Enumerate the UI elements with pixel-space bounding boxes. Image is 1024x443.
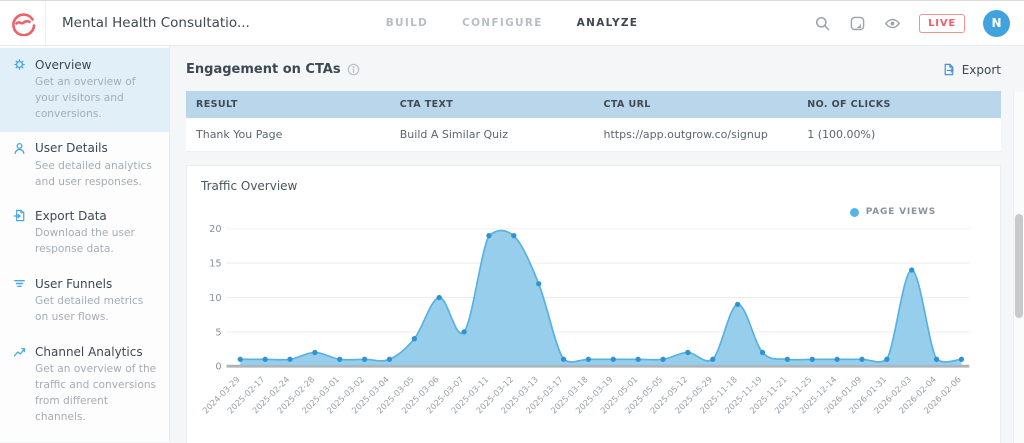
sidebar-item-description: Get detailed metrics on user flows.: [35, 295, 144, 324]
tab-build[interactable]: BUILD: [385, 17, 429, 29]
scrollbar-thumb[interactable]: [1015, 214, 1023, 318]
sidebar-item-label: Overview: [35, 57, 92, 72]
document-export-icon: [13, 210, 25, 222]
top-navigation: BUILD CONFIGURE ANALYZE: [386, 17, 639, 29]
cell-clicks: 1 (100.00%): [797, 118, 1001, 152]
user-icon: [14, 142, 25, 154]
chart-legend: PAGE VIEWS: [201, 207, 936, 217]
sidebar-item-overview[interactable]: Overview Get an overview of your visitor…: [0, 48, 169, 132]
sidebar-item-user-details[interactable]: User Details See detailed analytics and …: [0, 132, 169, 200]
svg-text:10: 10: [209, 293, 221, 304]
line-chart-icon: [13, 347, 26, 357]
export-button-label: Export: [961, 62, 1001, 77]
gear-icon: [14, 59, 25, 70]
export-icon: [944, 63, 954, 76]
cta-engagement-table: RESULT CTA TEXT CTA URL NO. OF CLICKS Th…: [186, 91, 1001, 152]
export-button[interactable]: Export: [941, 62, 1001, 77]
svg-text:0: 0: [215, 362, 221, 373]
topbar: Mental Health Consultatio... BUILD CONFI…: [0, 0, 1024, 46]
svg-text:20: 20: [209, 224, 221, 235]
sidebar-item-channel-analytics[interactable]: Channel Analytics Get an overview of the…: [0, 335, 169, 435]
legend-dot-page-views: [849, 207, 859, 217]
chart-title: Traffic Overview: [201, 179, 298, 193]
layout-icon[interactable]: [849, 15, 866, 32]
cell-cta-url: https://app.outgrow.co/signup: [593, 118, 798, 152]
avatar[interactable]: N: [983, 9, 1010, 37]
sidebar-item-label: User Details: [35, 141, 108, 156]
table-header-row: RESULT CTA TEXT CTA URL NO. OF CLICKS: [186, 91, 1001, 118]
traffic-overview-card: Traffic Overview PAGE VIEWS 0 5 10 15 20 2024…: [186, 165, 1001, 443]
column-header-cta-text[interactable]: CTA TEXT: [389, 91, 594, 118]
tab-configure[interactable]: CONFIGURE: [462, 17, 543, 29]
sidebar-item-description: Get an overview of your visitors and con…: [35, 76, 136, 120]
svg-text:5: 5: [215, 327, 221, 338]
cell-result: Thank You Page: [186, 118, 390, 152]
sidebar-item-description: Download the user response data.: [35, 227, 135, 256]
sidebar-item-user-funnels[interactable]: User Funnels Get detailed metrics on use…: [0, 267, 169, 335]
sidebar-item-label: Channel Analytics: [35, 344, 143, 359]
vertical-scrollbar[interactable]: [1013, 92, 1024, 443]
outgrow-logo-icon: [11, 13, 35, 36]
live-badge[interactable]: LIVE: [919, 13, 965, 33]
eye-preview-icon[interactable]: [884, 15, 901, 32]
info-icon[interactable]: [347, 63, 360, 76]
traffic-overview-chart[interactable]: 051015202024-03-292025-02-172025-02-2420…: [201, 219, 986, 437]
sidebar-item-description: See detailed analytics and user response…: [35, 159, 152, 188]
legend-label: PAGE VIEWS: [865, 207, 936, 217]
svg-text:15: 15: [209, 259, 221, 270]
funnel-icon: [14, 280, 25, 288]
column-header-no-of-clicks[interactable]: NO. OF CLICKS: [797, 91, 1001, 118]
topbar-actions: LIVE N: [814, 9, 1010, 37]
cell-cta-text: Build A Similar Quiz: [389, 118, 594, 152]
sidebar-item-export-data[interactable]: Export Data Download the user response d…: [0, 199, 169, 267]
column-header-result[interactable]: RESULT: [186, 91, 390, 118]
sidebar-item-label: User Funnels: [35, 276, 113, 291]
sidebar: Overview Get an overview of your visitor…: [0, 46, 170, 442]
column-header-cta-url[interactable]: CTA URL: [593, 91, 798, 118]
sidebar-item-label: Export Data: [35, 208, 107, 223]
content-title: Mental Health Consultatio...: [62, 15, 250, 31]
tab-analyze[interactable]: ANALYZE: [576, 17, 639, 29]
sidebar-item-description: Get an overview of the traffic and conve…: [35, 363, 157, 423]
sidebar-item-compare[interactable]: Compare Compare results gathered on Outg…: [0, 435, 169, 443]
page-title: Engagement on CTAs: [186, 62, 341, 77]
app-logo[interactable]: [0, 1, 46, 45]
section-title-row: Engagement on CTAs: [186, 62, 360, 77]
search-icon[interactable]: [814, 15, 831, 32]
main-content: Engagement on CTAs Export RESULT CTA TEX…: [170, 46, 1024, 443]
table-row[interactable]: Thank You Page Build A Similar Quiz http…: [186, 118, 1001, 152]
